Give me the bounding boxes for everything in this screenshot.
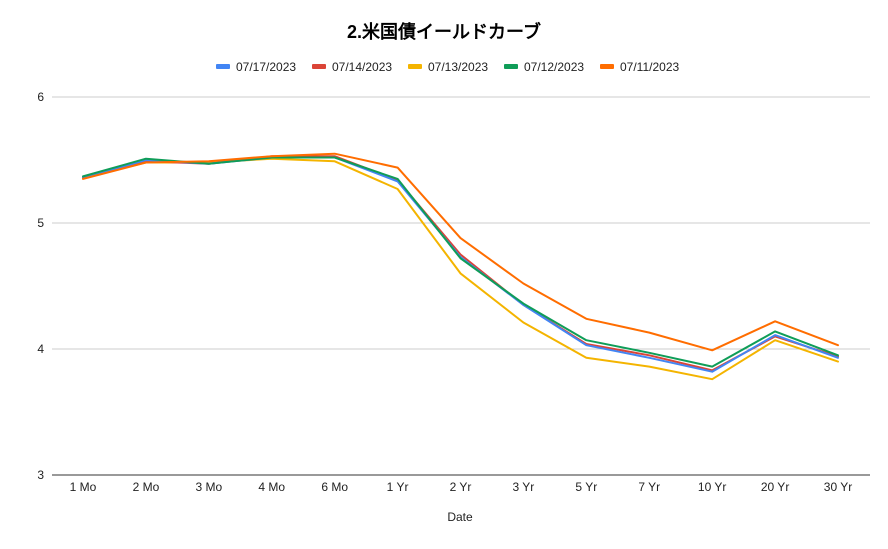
legend-label: 07/12/2023	[524, 60, 584, 74]
legend-item: 07/11/2023	[600, 60, 679, 74]
y-tick-label: 4	[37, 342, 44, 356]
legend-swatch	[216, 64, 230, 69]
x-tick-label: 4 Mo	[258, 480, 285, 494]
x-tick-label: 6 Mo	[321, 480, 348, 494]
x-tick-label: 5 Yr	[575, 480, 597, 494]
x-tick-label: 2 Yr	[450, 480, 472, 494]
gridlines	[52, 96, 870, 476]
legend-label: 07/14/2023	[332, 60, 392, 74]
legend-swatch	[312, 64, 326, 69]
y-tick-label: 5	[37, 216, 44, 230]
x-tick-label: 3 Yr	[513, 480, 535, 494]
x-tick-label: 30 Yr	[824, 480, 852, 494]
chart-title: 2.米国債イールドカーブ	[347, 21, 541, 42]
legend-swatch	[600, 64, 614, 69]
x-tick-label: 10 Yr	[698, 480, 726, 494]
x-axis-label: Date	[447, 510, 473, 524]
legend-swatch	[504, 64, 518, 69]
series-line-2	[82, 157, 839, 381]
series-line-0	[82, 156, 839, 373]
series-line-1	[82, 155, 839, 372]
x-tick-label: 1 Mo	[70, 480, 97, 494]
legend-item: 07/13/2023	[408, 60, 488, 74]
x-axis-ticks: 1 Mo 2 Mo 3 Mo 4 Mo 6 Mo 1 Yr 2 Yr 3 Yr 5 Yr 7 Yr…	[70, 480, 853, 494]
series-lines	[82, 152, 839, 381]
legend: 07/17/2023 07/14/2023 07/13/2023 07/12/2023…	[216, 60, 679, 74]
x-tick-label: 20 Yr	[761, 480, 789, 494]
legend-label: 07/11/2023	[620, 60, 679, 74]
legend-swatch	[408, 64, 422, 69]
series-line-3	[82, 156, 839, 368]
x-tick-label: 2 Mo	[133, 480, 160, 494]
y-axis-ticks: 3 4 5 6	[37, 90, 44, 482]
y-tick-label: 6	[37, 90, 44, 104]
x-tick-label: 3 Mo	[195, 480, 222, 494]
series-line-4	[82, 152, 839, 352]
legend-item: 07/12/2023	[504, 60, 584, 74]
legend-label: 07/13/2023	[428, 60, 488, 74]
legend-item: 07/14/2023	[312, 60, 392, 74]
legend-label: 07/17/2023	[236, 60, 296, 74]
y-tick-label: 3	[37, 468, 44, 482]
x-tick-label: 1 Yr	[387, 480, 409, 494]
x-tick-label: 7 Yr	[638, 480, 660, 494]
legend-item: 07/17/2023	[216, 60, 296, 74]
